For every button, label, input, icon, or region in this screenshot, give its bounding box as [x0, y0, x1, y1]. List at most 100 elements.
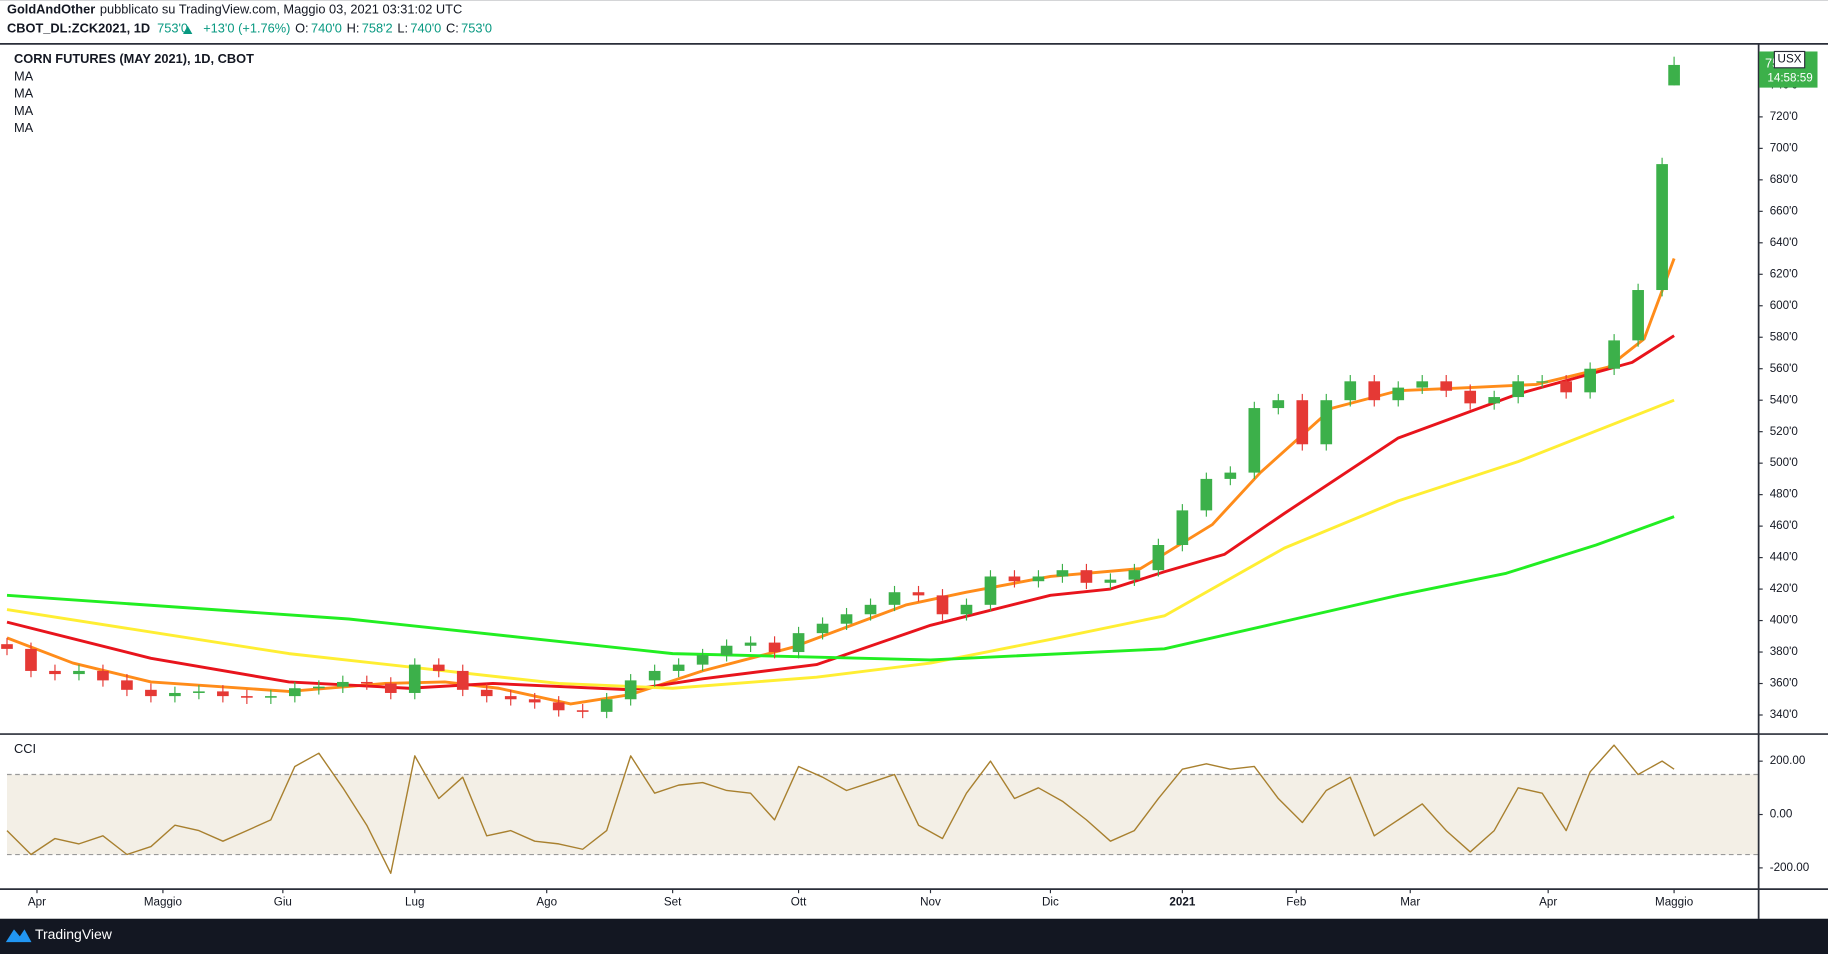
candle-body — [217, 691, 229, 697]
y-tick-label: 620'0 — [1770, 267, 1799, 280]
currency-bg — [1773, 50, 1806, 69]
candle-body — [936, 595, 949, 615]
x-tick-label: Ott — [791, 896, 807, 909]
low-label: L: — [397, 21, 408, 36]
candle-body — [984, 576, 997, 605]
candle-body — [696, 655, 709, 665]
y-tick-label: 400'0 — [1770, 614, 1799, 627]
price-box: 753'0 14:58:59 USX — [1759, 50, 1818, 88]
candle-body — [384, 683, 397, 693]
cci-band — [6, 774, 1759, 855]
y-tick-label: 380'0 — [1770, 645, 1799, 658]
y-tick-label: 460'0 — [1770, 519, 1799, 532]
y-tick-label: 340'0 — [1770, 708, 1799, 721]
header-bg — [0, 0, 1828, 44]
x-tick-label: Nov — [920, 896, 941, 909]
author: GoldAndOther — [7, 2, 95, 17]
candle-body — [312, 686, 325, 689]
candle-body — [432, 664, 445, 671]
candle-body — [1272, 400, 1285, 409]
candle-body — [145, 689, 157, 697]
candle-body — [408, 664, 421, 693]
candle-body — [169, 692, 181, 697]
candle-body — [1632, 290, 1644, 341]
logo — [5, 929, 32, 943]
candle-body — [456, 670, 469, 690]
y-tick-label: 500'0 — [1770, 456, 1799, 469]
candle-body — [912, 592, 925, 596]
candle-body — [1128, 570, 1141, 580]
x-tick-label: 2021 — [1169, 896, 1195, 909]
legend: MA MA MA MA — [14, 69, 34, 135]
y-tick-label: 560'0 — [1770, 362, 1799, 375]
plot-layer — [1, 56, 1680, 874]
candle-body — [1200, 478, 1213, 511]
header-line-2: CBOT_DL:ZCK2021, 1D 753'0 +13'0 (+1.76%) O:… — [7, 21, 492, 36]
candle-body — [1608, 340, 1620, 369]
candle-body — [1488, 397, 1501, 404]
candle-body — [1080, 570, 1093, 583]
x-tick-label: Apr — [28, 896, 46, 909]
candle-body — [1440, 381, 1453, 391]
y-tick-label: 660'0 — [1770, 204, 1799, 217]
high: 758'2 — [362, 21, 393, 36]
chart-title: CORN FUTURES (MAY 2021), 1D, CBOT — [14, 51, 254, 66]
x-tick-label: Dic — [1042, 896, 1059, 909]
candle-body — [1176, 510, 1189, 546]
open-label: O: — [295, 21, 309, 36]
candle-body — [720, 645, 733, 656]
candle-body — [1056, 570, 1069, 577]
up-arrow — [183, 25, 193, 34]
candle-body — [121, 680, 133, 690]
header-line-1: GoldAndOther pubblicato su TradingView.co… — [7, 2, 462, 17]
x-tick-label: Maggio — [144, 896, 182, 909]
y-tick-label: 480'0 — [1770, 488, 1799, 501]
candle-body — [265, 696, 277, 698]
candle-body — [648, 670, 661, 681]
candle-body — [1656, 164, 1668, 291]
candle-body — [960, 604, 973, 615]
y-tick-label: 440'0 — [1770, 551, 1799, 564]
candle-body — [888, 592, 901, 605]
y-tick-label: 0.00 — [1770, 808, 1793, 821]
candle-body — [241, 696, 253, 698]
candle-body — [1152, 545, 1165, 571]
candle-body — [1, 644, 13, 649]
y-tick-label: 600'0 — [1770, 299, 1799, 312]
y-tick-label: 700'0 — [1770, 141, 1799, 154]
candle-body — [672, 664, 685, 671]
cci-line — [6, 744, 1675, 874]
x-tick-label: Feb — [1286, 896, 1306, 909]
y-tick-label: 420'0 — [1770, 582, 1799, 595]
candle-body — [576, 710, 589, 712]
y-tick-label: 360'0 — [1770, 677, 1799, 690]
candle-body — [73, 670, 85, 675]
currency: USX — [1778, 53, 1802, 66]
x-tick-label: Apr — [1539, 896, 1557, 909]
candle-body — [1464, 390, 1477, 404]
candle-body — [792, 633, 805, 653]
axes-layer: 340'0 360'0 380'0 400'0 420'0 440'0 460'0 480'0… — [28, 78, 1810, 908]
y-tick-label: 520'0 — [1770, 425, 1799, 438]
candle-body — [624, 680, 637, 700]
cci-band-layer — [6, 773, 1759, 856]
candle-body — [528, 699, 541, 703]
x-tick-label: Lug — [405, 896, 424, 909]
candle-body — [289, 688, 301, 697]
candle-body — [1560, 381, 1572, 393]
candle-body — [840, 614, 853, 624]
candle-body — [1248, 408, 1261, 473]
moving-average — [6, 398, 1675, 690]
low: 740'0 — [410, 21, 441, 36]
candle-body — [336, 681, 349, 687]
candle-body — [49, 670, 61, 675]
y-tick-label: 720'0 — [1770, 110, 1799, 123]
footer-bg — [0, 918, 1828, 954]
chart-bg — [0, 43, 1828, 919]
brand: TradingView — [35, 926, 113, 942]
moving-average — [6, 515, 1675, 662]
y-tick-label: 580'0 — [1770, 330, 1799, 343]
change: +13'0 (+1.76%) — [203, 21, 290, 36]
candle-body — [1032, 576, 1045, 582]
